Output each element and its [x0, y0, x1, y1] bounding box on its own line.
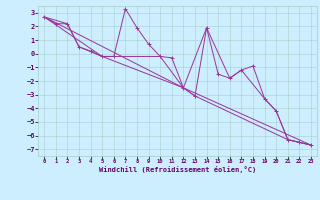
X-axis label: Windchill (Refroidissement éolien,°C): Windchill (Refroidissement éolien,°C) — [99, 166, 256, 173]
